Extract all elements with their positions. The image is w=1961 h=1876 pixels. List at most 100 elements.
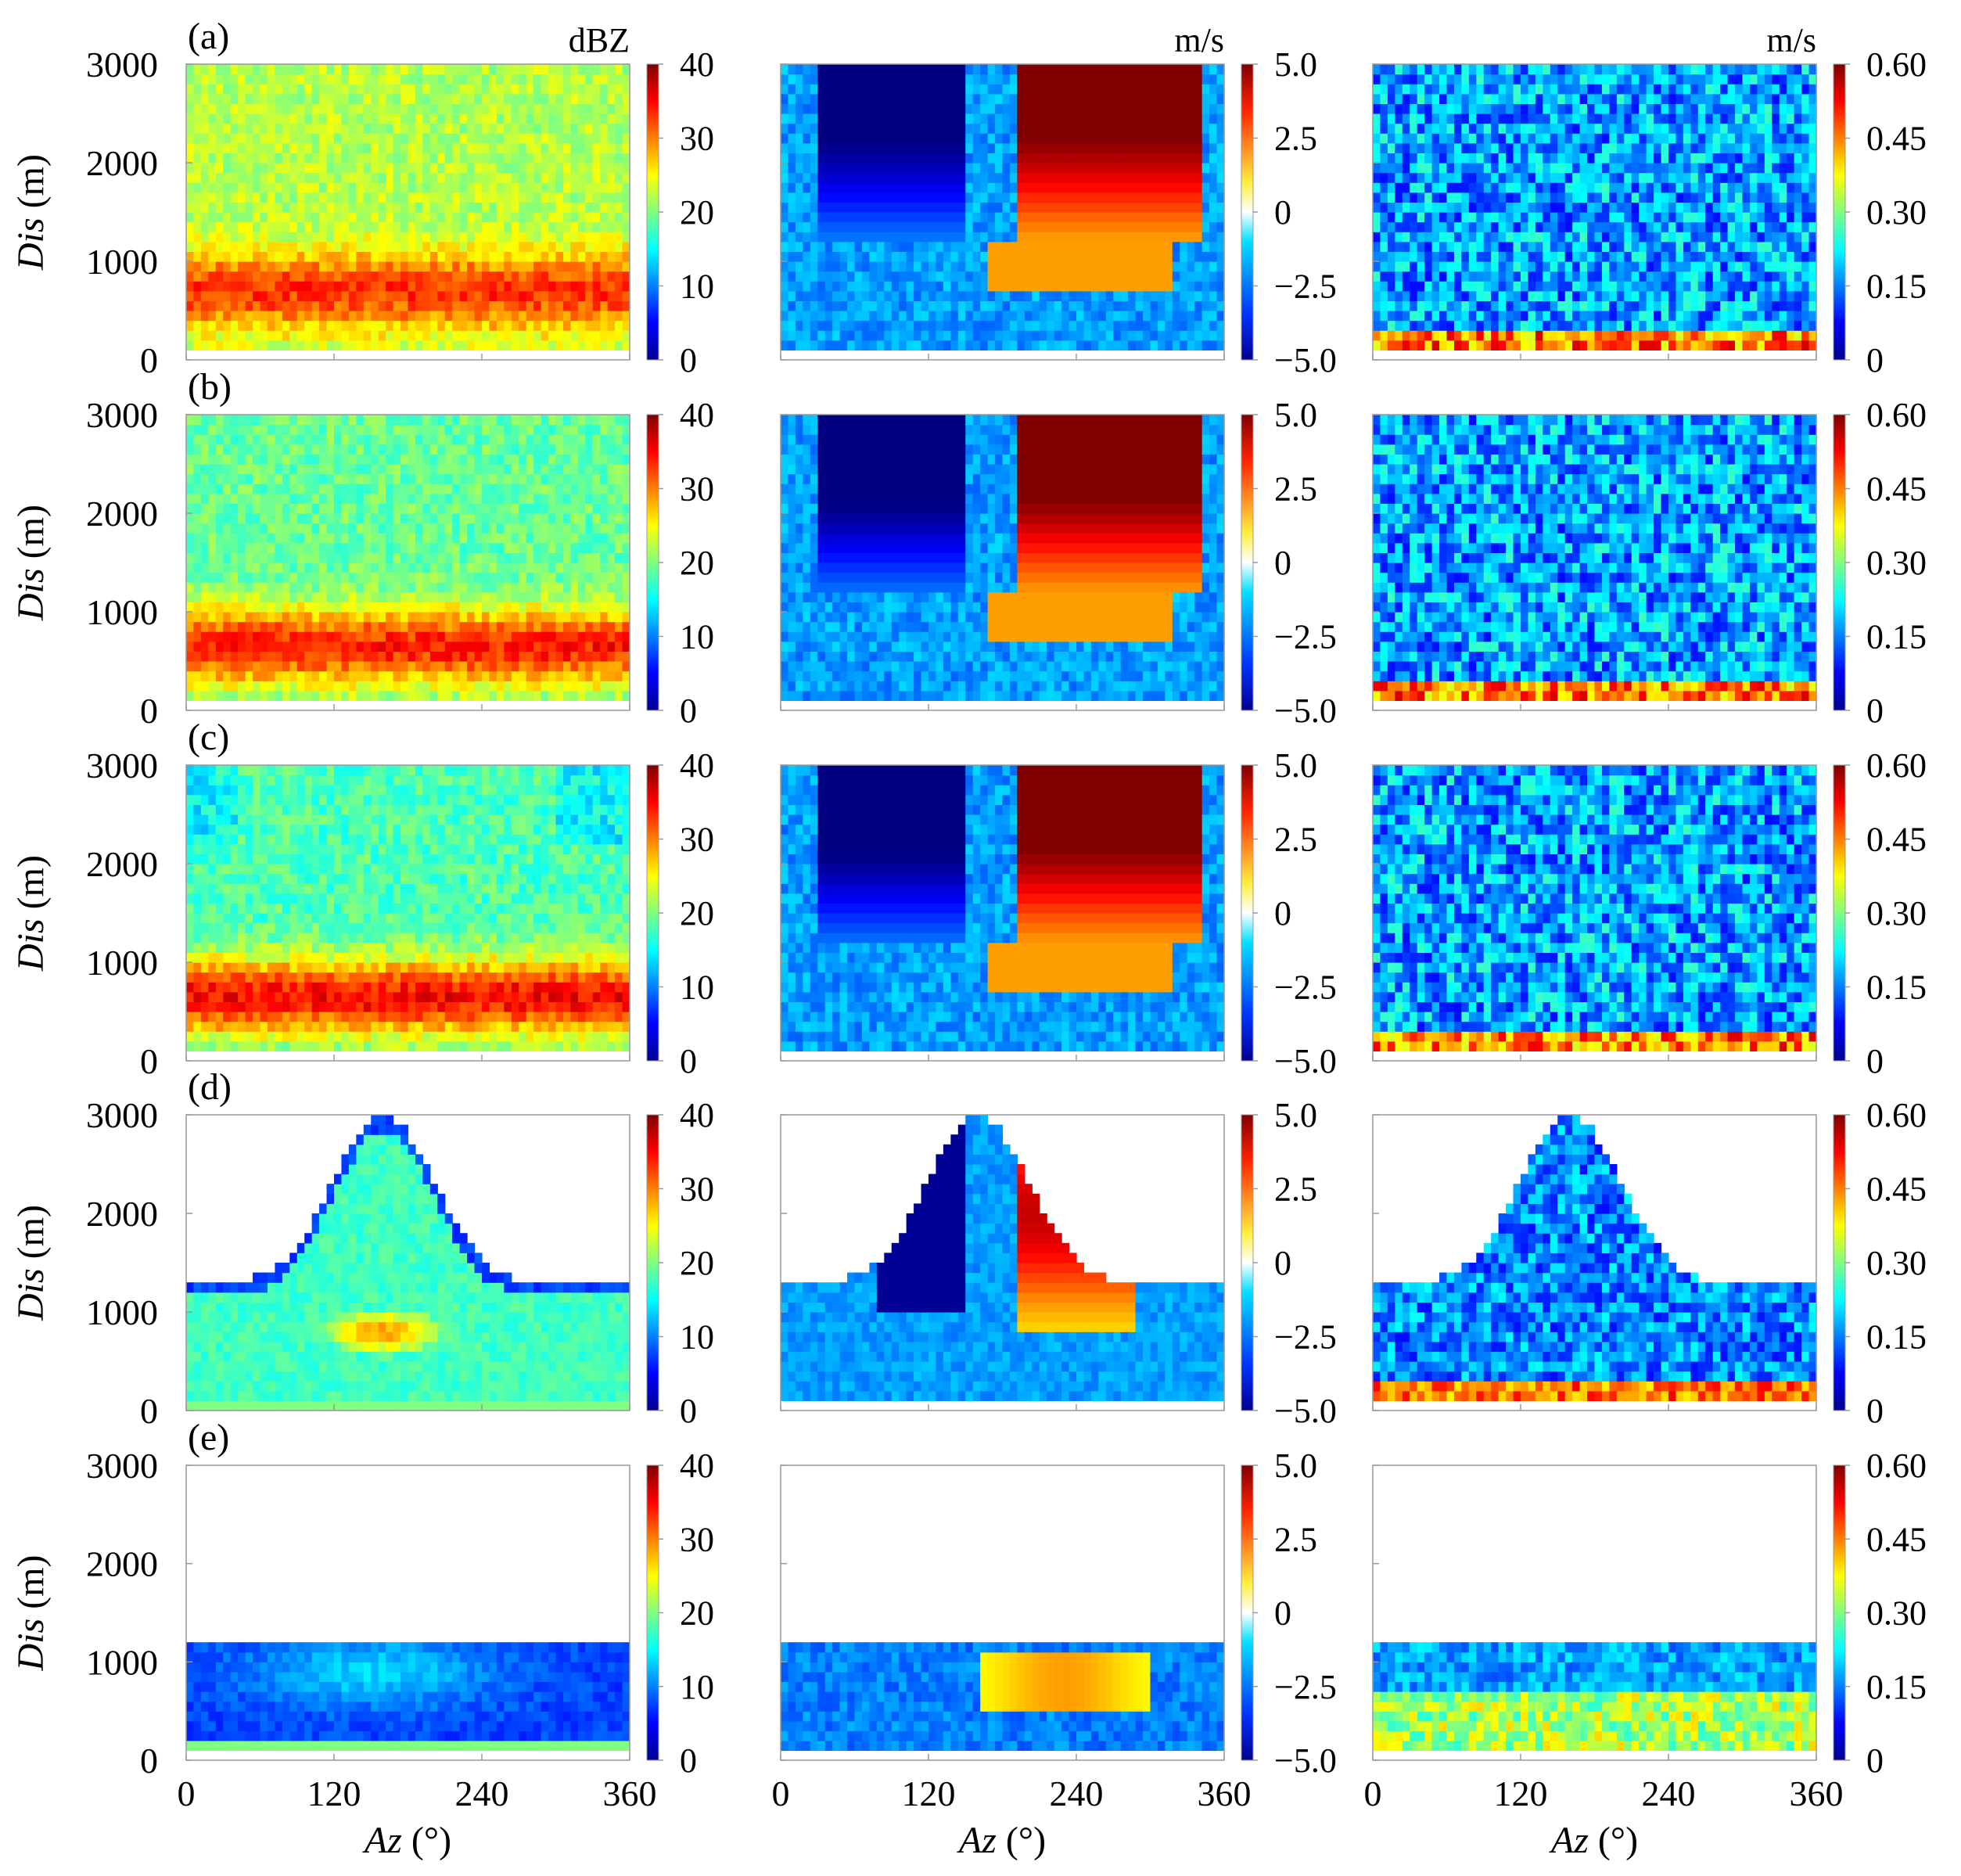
heatmap-cell [781,163,788,173]
heatmap-cell [1535,212,1543,222]
heatmap-cell [452,321,460,331]
heatmap-cell [437,84,445,94]
heatmap-cell [862,192,870,203]
heatmap-cell [1476,281,1484,291]
heatmap-cell [1128,173,1136,183]
heatmap-cell [334,340,342,350]
heatmap-cell [781,113,788,124]
heatmap-cell [788,232,796,242]
heatmap-cell [482,291,490,301]
heatmap-cell [781,300,788,311]
heatmap-cell [921,173,929,183]
heatmap-cell [810,64,818,74]
heatmap-cell [1187,202,1195,212]
heatmap-cell [1003,251,1011,261]
heatmap-cell [341,163,349,173]
heatmap-cell [1010,271,1018,282]
heatmap-cell [899,281,907,291]
heatmap-cell [563,84,571,94]
heatmap-cell [615,94,623,104]
heatmap-cell [1403,182,1410,192]
heatmap-cell [1690,133,1698,143]
heatmap-cell [1113,173,1121,183]
heatmap-cell [847,202,855,212]
heatmap-cell [1373,222,1381,232]
heatmap-cell [877,311,885,321]
heatmap-cell [1705,173,1713,183]
heatmap-cell [1572,153,1580,163]
heatmap-cell [884,74,892,84]
heatmap-cell [1447,163,1455,173]
heatmap-cell [936,281,943,291]
heatmap-cell [1217,232,1225,242]
heatmap-cell [1403,311,1410,321]
heatmap-cell [1506,74,1514,84]
heatmap-cell [1720,222,1728,232]
heatmap-cell [282,271,290,282]
heatmap-cell [371,103,379,113]
heatmap-cell [1403,212,1410,222]
heatmap-cell [1743,281,1751,291]
heatmap-cell [327,232,335,242]
heatmap-cell [1388,300,1395,311]
heatmap-cell [1076,153,1084,163]
heatmap-cell [1180,212,1187,222]
heatmap-cell [788,113,796,124]
heatmap-cell [936,261,943,271]
heatmap-cell [297,202,305,212]
heatmap-cell [1461,84,1469,94]
heatmap-cell [1410,222,1417,232]
heatmap-cell [1743,340,1751,350]
heatmap-cell [570,330,578,340]
heatmap-cell [216,281,224,291]
heatmap-cell [1735,242,1743,252]
heatmap-cell [1054,212,1062,222]
heatmap-cell [892,281,900,291]
heatmap-cell [899,163,907,173]
heatmap-cell [570,251,578,261]
heatmap-cell [364,143,372,153]
heatmap-cell [541,94,549,104]
heatmap-cell [1705,192,1713,203]
heatmap-cell [1454,64,1462,74]
heatmap-cell [1557,153,1565,163]
heatmap-cell [268,182,275,192]
heatmap-cell [556,163,564,173]
heatmap-cell [862,330,870,340]
heatmap-cell [356,291,364,301]
heatmap-cell [1469,173,1477,183]
heatmap-cell [1720,281,1728,291]
heatmap-cell [1098,163,1106,173]
heatmap-cell [600,251,608,261]
heatmap-cell [585,182,593,192]
heatmap-cell [1705,261,1713,271]
heatmap-cell [1609,300,1617,311]
heatmap-cell [1403,133,1410,143]
heatmap-cell [877,242,885,252]
heatmap-cell [995,103,1003,113]
heatmap-cell [1602,261,1610,271]
heatmap-cell [1506,202,1514,212]
heatmap-cell [1499,291,1507,301]
heatmap-cell [615,103,623,113]
heatmap-cell [541,124,549,134]
heatmap-cell [936,291,943,301]
heatmap-cell [349,103,357,113]
heatmap-cell [1617,261,1625,271]
heatmap-cell [615,321,623,331]
heatmap-cell [980,163,988,173]
heatmap-cell [334,153,342,163]
heatmap-cell [356,251,364,261]
heatmap-cell [600,113,608,124]
heatmap-cell [541,202,549,212]
heatmap-cell [1202,232,1210,242]
heatmap-cell [623,133,630,143]
heatmap-cell [415,321,423,331]
heatmap-cell [907,311,914,321]
heatmap-cell [1424,192,1432,203]
heatmap-cell [223,173,231,183]
heatmap-cell [1194,271,1202,282]
heatmap-cell [393,251,401,261]
heatmap-cell [1580,103,1588,113]
column-unit-label: m/s [1174,21,1224,59]
